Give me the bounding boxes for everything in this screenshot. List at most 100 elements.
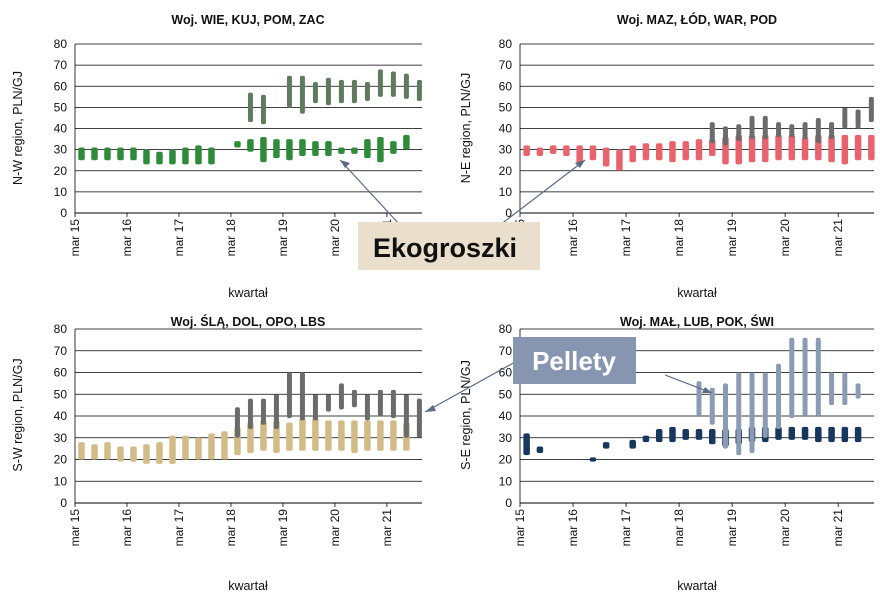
range-bar bbox=[338, 79, 344, 104]
range-bar bbox=[523, 433, 530, 456]
pellety-label: Pellety bbox=[532, 346, 616, 376]
range-bar bbox=[709, 387, 715, 425]
x-tick-label: mar 20 bbox=[328, 219, 342, 257]
y-axis-label: N-E region, PLN/GJ bbox=[459, 73, 473, 183]
range-bar bbox=[247, 398, 253, 430]
x-tick-label: mar 19 bbox=[725, 219, 739, 257]
range-bar bbox=[91, 444, 98, 460]
range-bar bbox=[815, 426, 822, 443]
range-bar bbox=[576, 145, 583, 165]
range-bar bbox=[208, 147, 215, 165]
range-bar bbox=[260, 420, 267, 451]
y-tick-label: 20 bbox=[54, 453, 68, 467]
range-bar bbox=[234, 141, 241, 148]
x-tick-label: mar 16 bbox=[566, 219, 580, 257]
y-tick-label: 60 bbox=[54, 366, 68, 380]
ekogroszki-arrowhead-left bbox=[340, 160, 350, 168]
range-bar bbox=[286, 372, 292, 419]
range-bar bbox=[312, 418, 319, 451]
range-bar bbox=[195, 145, 202, 165]
x-axis-label: kwartał bbox=[677, 286, 717, 300]
x-tick-label: mar 15 bbox=[68, 219, 82, 257]
range-bar bbox=[104, 442, 111, 460]
pellety-box bbox=[513, 337, 636, 384]
range-bar bbox=[868, 96, 874, 123]
range-bar bbox=[169, 149, 176, 165]
range-bar bbox=[260, 94, 266, 125]
x-tick-label: mar 18 bbox=[224, 509, 238, 547]
range-bar bbox=[749, 115, 755, 140]
x-tick-label: mar 15 bbox=[513, 509, 527, 547]
range-bar bbox=[868, 134, 875, 161]
range-bar bbox=[403, 134, 410, 150]
range-bar bbox=[788, 134, 796, 161]
y-tick-label: 80 bbox=[499, 37, 513, 51]
ekogroszki-label: Ekogroszki bbox=[373, 233, 517, 263]
x-tick-label: mar 16 bbox=[120, 219, 134, 257]
range-bar bbox=[351, 79, 357, 104]
range-bar bbox=[247, 139, 254, 152]
y-tick-label: 50 bbox=[499, 100, 513, 114]
range-bar bbox=[195, 437, 202, 460]
range-bar bbox=[801, 426, 809, 440]
range-bar bbox=[273, 394, 279, 430]
range-bar bbox=[789, 124, 795, 137]
y-tick-label: 60 bbox=[499, 79, 513, 93]
range-bar bbox=[736, 124, 742, 142]
y-tick-label: 0 bbox=[505, 206, 512, 220]
range-bar bbox=[130, 446, 137, 462]
ekogroszki-arrow-left bbox=[339, 159, 401, 226]
range-bar bbox=[629, 145, 636, 163]
range-bar bbox=[182, 435, 189, 460]
range-bar bbox=[775, 134, 782, 161]
range-bar bbox=[788, 426, 796, 440]
range-bar bbox=[364, 139, 371, 159]
range-bar bbox=[338, 383, 344, 410]
x-tick-label: mar 20 bbox=[328, 509, 342, 547]
y-tick-label: 40 bbox=[54, 122, 68, 136]
range-bar bbox=[682, 141, 689, 161]
range-bar bbox=[589, 457, 597, 462]
y-tick-label: 20 bbox=[499, 164, 513, 178]
range-bar bbox=[91, 147, 98, 161]
range-bar bbox=[208, 433, 215, 460]
range-bar bbox=[351, 147, 358, 154]
x-tick-label: mar 19 bbox=[276, 219, 290, 257]
range-bar bbox=[312, 394, 318, 421]
range-bar bbox=[536, 147, 544, 156]
range-bar bbox=[286, 422, 293, 451]
range-bar bbox=[364, 394, 370, 421]
range-bar bbox=[669, 141, 676, 163]
range-bar bbox=[815, 337, 821, 416]
range-bar bbox=[416, 398, 422, 438]
range-bar bbox=[377, 136, 384, 163]
range-bar bbox=[351, 420, 358, 453]
range-bar bbox=[221, 431, 228, 460]
range-bar bbox=[642, 435, 650, 443]
chart-title: Woj. MAŁ, LUB, POK, ŚWI bbox=[620, 314, 774, 329]
range-bar bbox=[828, 134, 835, 163]
range-bar bbox=[390, 71, 396, 97]
range-bar bbox=[325, 394, 331, 412]
range-bar bbox=[775, 426, 782, 440]
range-bar bbox=[655, 429, 663, 443]
x-tick-label: mar 19 bbox=[276, 509, 290, 547]
x-tick-label: mar 21 bbox=[380, 509, 394, 547]
x-tick-label: mar 16 bbox=[566, 509, 580, 547]
range-bar bbox=[523, 145, 530, 156]
range-bar bbox=[260, 398, 266, 425]
chart-panel-1: 0 10 20 30 40 50 60 70 80 mar 15 mar 16 mar 17 mar 1… bbox=[11, 13, 422, 300]
x-tick-label: mar 18 bbox=[672, 219, 686, 257]
y-tick-label: 10 bbox=[54, 474, 68, 488]
y-tick-label: 20 bbox=[54, 164, 68, 178]
range-bar bbox=[669, 426, 676, 443]
range-bar bbox=[855, 383, 861, 399]
range-bar bbox=[364, 420, 371, 451]
y-tick-label: 10 bbox=[499, 474, 513, 488]
x-tick-label: mar 18 bbox=[224, 219, 238, 257]
chart-panel-3: 0 10 20 30 40 50 60 70 80 mar 15 mar 16 mar 17 mar 1… bbox=[11, 314, 422, 593]
pellety-arrowhead-left bbox=[425, 405, 436, 412]
range-bar bbox=[829, 372, 835, 406]
y-tick-label: 60 bbox=[54, 79, 68, 93]
